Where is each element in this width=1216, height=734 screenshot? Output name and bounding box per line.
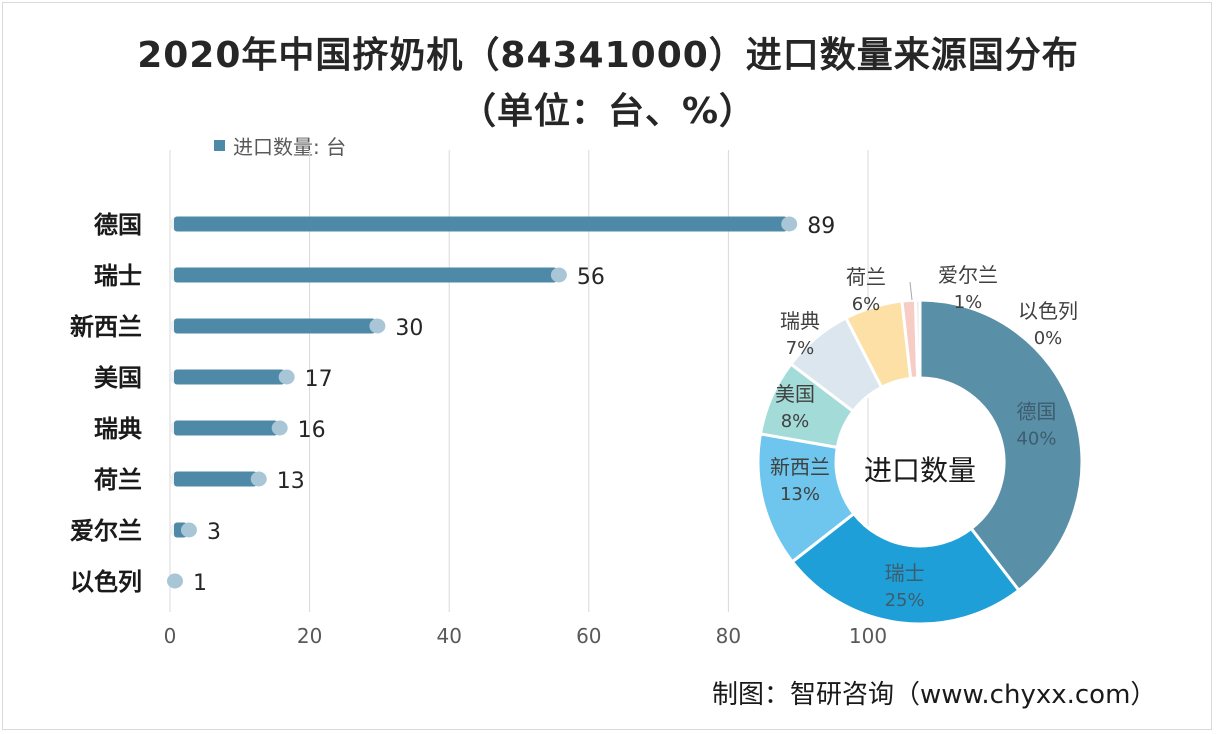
donut-percent-5: 6% (852, 294, 881, 315)
donut-percent-1: 25% (885, 590, 925, 611)
category-label-6: 爱尔兰 (70, 517, 142, 545)
legend-swatch-icon (214, 140, 225, 151)
bar-cap-5 (250, 471, 267, 487)
bar-4 (174, 420, 278, 436)
bar-value-label-2: 30 (395, 316, 423, 341)
bar-cap-0 (781, 216, 798, 232)
donut-label-6: 爱尔兰 (938, 263, 998, 287)
bar-2 (174, 318, 376, 334)
x-tick-label-20: 20 (297, 624, 322, 648)
bar-value-label-6: 3 (207, 520, 221, 545)
bar-cap-7 (166, 573, 183, 589)
chart-subtitle: （单位：台、%） (459, 91, 757, 132)
category-label-3: 美国 (94, 364, 142, 392)
donut-label-3: 美国 (775, 382, 815, 406)
bar-cap-2 (369, 318, 386, 334)
bar-0 (174, 216, 788, 232)
donut-slice-1 (790, 511, 1021, 626)
x-tick-label-100: 100 (849, 624, 887, 648)
donut-label-5: 荷兰 (846, 265, 886, 289)
x-tick-label-0: 0 (164, 624, 177, 648)
donut-label-0: 德国 (1016, 399, 1056, 423)
category-label-0: 德国 (94, 211, 142, 239)
bar-value-label-5: 13 (277, 469, 305, 494)
x-tick-label-40: 40 (436, 624, 461, 648)
donut-leader-line (909, 281, 913, 301)
bar-value-label-1: 56 (577, 265, 605, 290)
x-tick-label-60: 60 (576, 624, 601, 648)
bar-cap-6 (180, 522, 197, 538)
donut-percent-7: 0% (1034, 328, 1063, 349)
bar-1 (174, 267, 557, 283)
legend-label: 进口数量: 台 (233, 135, 347, 159)
donut-center-label: 进口数量 (864, 454, 976, 487)
donut-percent-3: 8% (781, 411, 810, 432)
donut-percent-2: 13% (780, 484, 820, 505)
bar-value-label-4: 16 (298, 418, 326, 443)
category-label-1: 瑞士 (94, 262, 142, 290)
category-label-4: 瑞典 (94, 415, 142, 443)
donut-label-2: 新西兰 (770, 455, 830, 479)
donut-slice-0 (918, 298, 1084, 593)
donut-label-1: 瑞士 (885, 561, 925, 585)
donut-percent-6: 1% (954, 292, 983, 313)
bar-cap-1 (550, 267, 567, 283)
bar-5 (174, 471, 257, 487)
bar-value-label-3: 17 (305, 367, 333, 392)
chart-title: 2020年中国挤奶机（84341000）进口数量来源国分布 (137, 35, 1079, 76)
donut-label-4: 瑞典 (780, 309, 820, 333)
category-label-5: 荷兰 (94, 466, 142, 494)
category-label-2: 新西兰 (70, 313, 142, 341)
donut-percent-0: 40% (1016, 428, 1056, 449)
bar-value-label-7: 1 (193, 571, 207, 596)
bar-legend: 进口数量: 台 (214, 131, 346, 160)
x-tick-label-80: 80 (716, 624, 741, 648)
bar-cap-3 (278, 369, 295, 385)
donut-percent-4: 7% (786, 338, 815, 359)
donut-slice-7 (913, 298, 922, 380)
bar-3 (174, 369, 285, 385)
donut-label-7: 以色列 (1018, 299, 1078, 323)
bar-value-label-0: 89 (807, 214, 835, 239)
bar-cap-4 (271, 420, 288, 436)
category-label-7: 以色列 (70, 568, 142, 596)
source-credit: 制图：智研咨询（www.chyxx.com） (712, 680, 1157, 710)
